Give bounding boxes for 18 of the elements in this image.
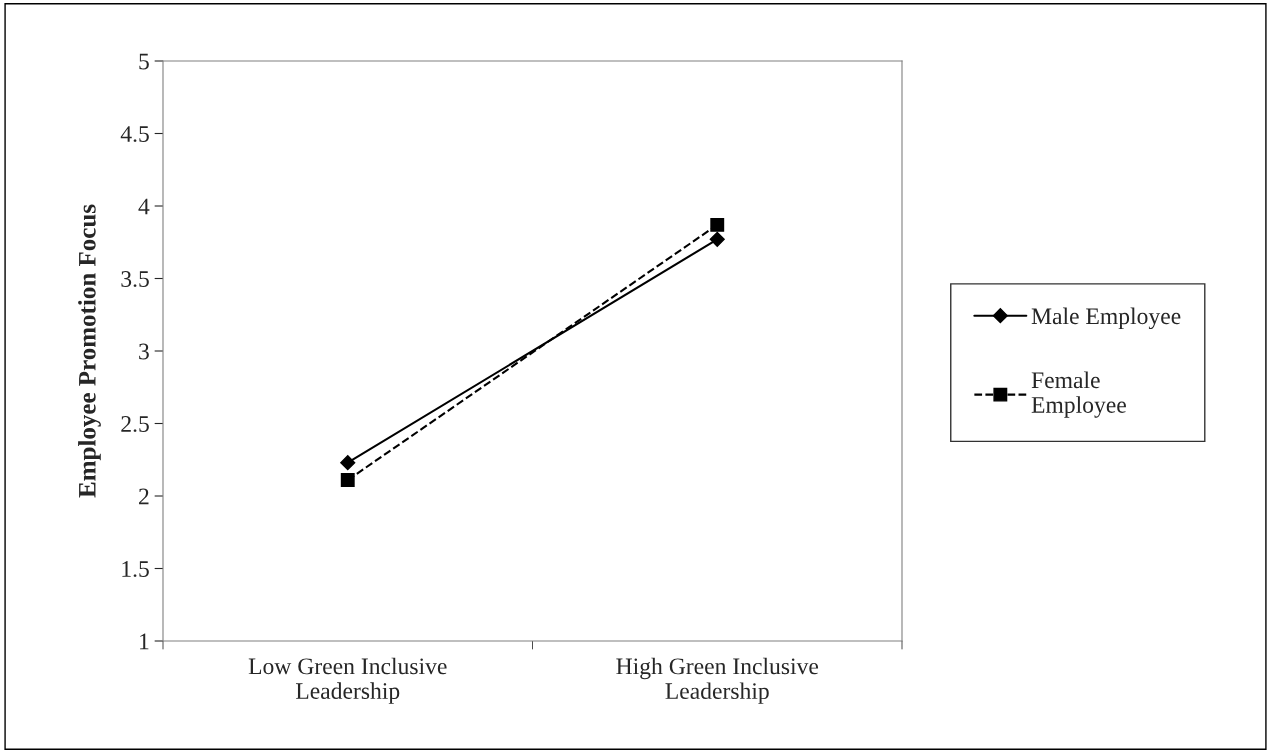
legend-label: Female Employee (1031, 371, 1126, 418)
y-tick-label: 2 (139, 488, 149, 505)
y-tick-label: 4.5 (120, 126, 149, 143)
point (340, 473, 355, 487)
point (709, 231, 725, 247)
y-tick-label: 3.5 (121, 271, 149, 288)
point (710, 217, 725, 232)
legend-label: Male Employee (1031, 307, 1181, 330)
y-tick-label: 1 (140, 633, 149, 650)
y-tick-label: 5 (139, 53, 149, 70)
x-tick-label: High Green Inclusive Leadership (616, 657, 819, 704)
y-tick-label: 2.5 (121, 416, 149, 433)
y-axis-title: Employee Promotion Focus (78, 204, 101, 498)
y-tick-label: 1.5 (122, 561, 149, 578)
y-tick-label: 4 (138, 198, 150, 215)
x-tick-label: Low Green Inclusive Leadership (248, 657, 447, 704)
y-tick-label: 3 (139, 343, 149, 360)
point (340, 455, 356, 471)
